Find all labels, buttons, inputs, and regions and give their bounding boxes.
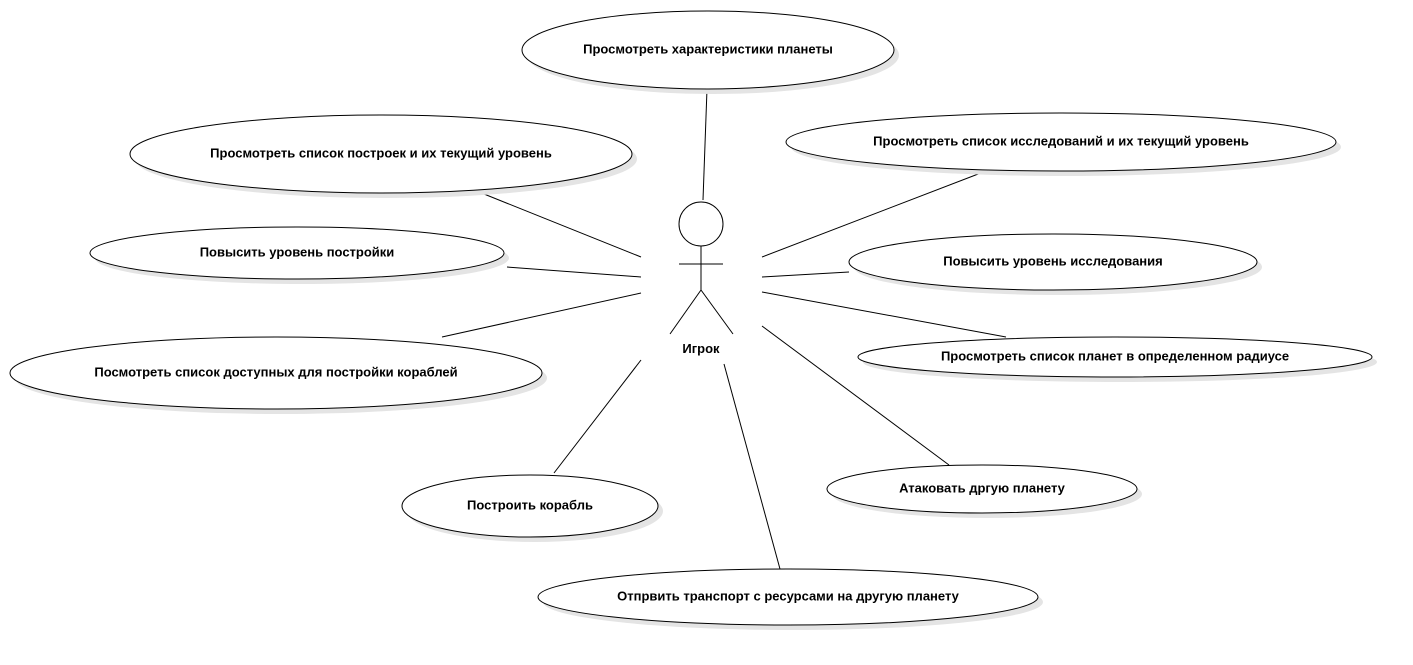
associations xyxy=(441,88,1007,570)
use-case-label: Просмотреть характеристики планеты xyxy=(583,41,833,56)
association-view-research-list xyxy=(761,170,987,258)
use-case-label: Повысить уровень постройки xyxy=(200,244,395,259)
use-case-ellipse xyxy=(848,233,1258,291)
use-case-view-planet-characteristics: Просмотреть характеристики планеты xyxy=(521,10,899,94)
actor-name: Игрок xyxy=(682,341,720,356)
use-case-build-ship: Построить корабль xyxy=(401,474,663,542)
association-upgrade-research xyxy=(761,271,850,278)
use-case-label: Просмотреть список построек и их текущий… xyxy=(210,145,552,160)
use-case-ellipse xyxy=(9,336,543,410)
use-case-upgrade-research: Повысить уровень исследования xyxy=(848,233,1262,295)
use-case-send-transport: Отпрвить транспорт с ресурсами на другую… xyxy=(537,568,1043,630)
use-case-upgrade-building: Повысить уровень постройки xyxy=(89,226,509,284)
actor-right-leg xyxy=(700,289,734,335)
association-view-buildings-list xyxy=(483,193,642,258)
use-case-label: Просмотреть список исследований и их тек… xyxy=(873,133,1249,148)
use-case-attack-planet: Атаковать дргую планету xyxy=(826,464,1142,518)
use-case-ellipse xyxy=(785,112,1337,172)
use-case-label: Просмотреть список планет в определенном… xyxy=(941,348,1289,363)
use-case-view-available-ships: Посмотреть список доступных для постройк… xyxy=(9,336,547,414)
use-case-label: Повысить уровень исследования xyxy=(943,253,1162,268)
association-view-planets-in-radius xyxy=(761,291,1007,338)
association-view-available-ships xyxy=(441,292,642,338)
use-case-ellipse xyxy=(826,464,1138,514)
use-case-ellipse xyxy=(129,114,633,194)
use-case-ellipse xyxy=(857,336,1373,378)
use-case-label: Построить корабль xyxy=(467,497,593,512)
use-case-view-planets-in-radius: Просмотреть список планет в определенном… xyxy=(857,336,1377,382)
association-view-planet-characteristics xyxy=(702,88,708,201)
actor-head xyxy=(678,201,724,247)
use-case-view-research-list: Просмотреть список исследований и их тек… xyxy=(785,112,1341,176)
use-case-ellipse xyxy=(89,226,505,280)
use-case-label: Отпрвить транспорт с ресурсами на другую… xyxy=(617,588,960,603)
association-upgrade-building xyxy=(506,266,642,278)
actor: Игрок xyxy=(669,201,734,356)
use-case-ellipse xyxy=(521,10,895,90)
use-case-label: Атаковать дргую планету xyxy=(899,480,1066,495)
use-case-ellipse xyxy=(401,474,659,538)
use-case-view-buildings-list: Просмотреть список построек и их текущий… xyxy=(129,114,637,198)
association-attack-planet xyxy=(761,325,950,466)
use-case-ellipse xyxy=(537,568,1039,626)
association-build-ship xyxy=(553,359,642,474)
association-send-transport xyxy=(723,363,781,570)
actor-left-leg xyxy=(669,289,702,335)
use-case-label: Посмотреть список доступных для постройк… xyxy=(94,364,457,379)
